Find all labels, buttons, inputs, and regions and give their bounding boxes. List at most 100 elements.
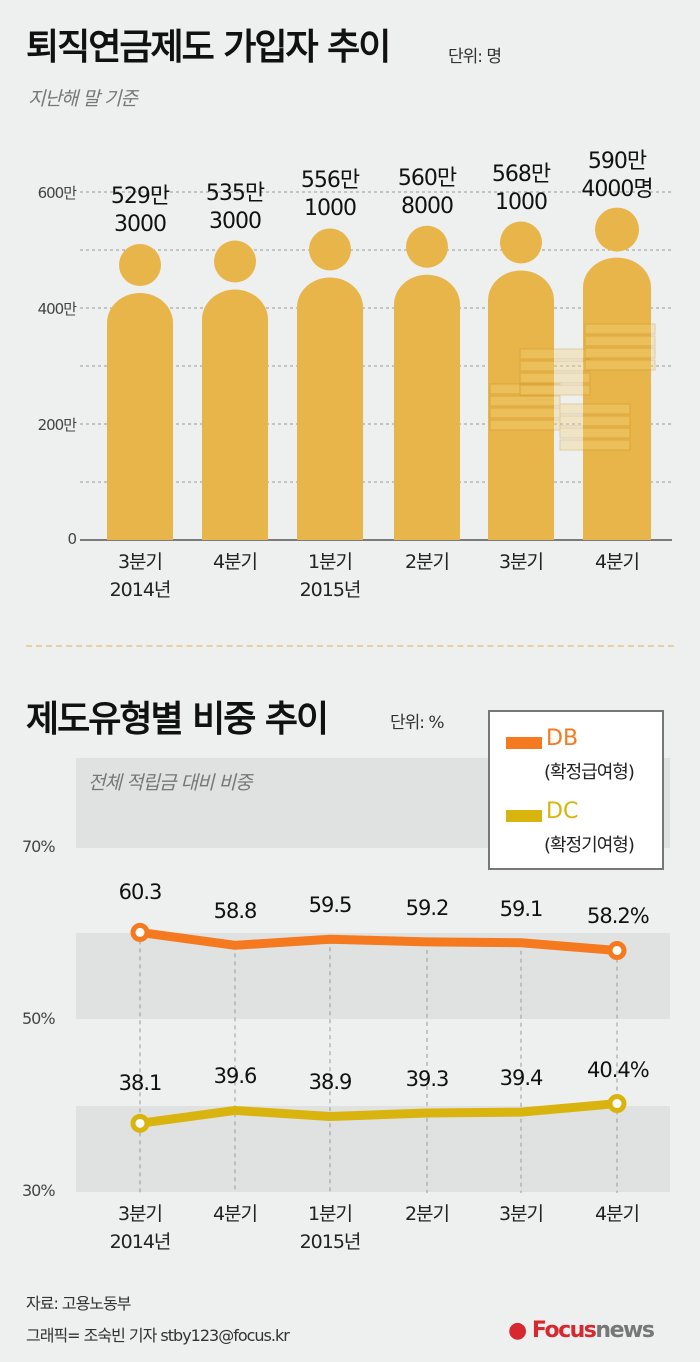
chart2-subtitle: 전체 적립금 대비 비중	[88, 772, 252, 794]
x-label-quarter: 2분기	[404, 1203, 450, 1225]
person-bar	[297, 228, 363, 540]
legend-dc-label: DC	[546, 799, 579, 824]
person-head	[406, 225, 448, 268]
legend-db-label: DB	[546, 726, 579, 751]
endpoint-marker	[130, 1113, 150, 1133]
person-bar	[107, 244, 173, 540]
money-bill	[584, 347, 656, 359]
person-head	[500, 221, 542, 264]
x-label-year: 2014년	[109, 579, 172, 601]
y-tick-label: 0	[67, 530, 77, 548]
money-bill	[559, 439, 631, 451]
value-label-sub: 1000	[495, 189, 548, 215]
money-bill	[559, 427, 631, 439]
x-label-quarter: 4분기	[594, 1203, 640, 1225]
data-label: 40.4%	[587, 1057, 650, 1082]
person-head	[309, 228, 351, 271]
money-bill	[519, 348, 591, 360]
money-stack-icon	[489, 323, 656, 451]
y-tick-label: 400만	[37, 300, 77, 318]
value-label-main: 529만	[110, 184, 170, 209]
y-tick-label: 600만	[37, 184, 77, 202]
y-tick-label: 30%	[22, 1181, 56, 1200]
money-bill	[584, 323, 656, 335]
person-bar	[488, 221, 554, 540]
money-bill	[489, 419, 561, 431]
credit-text: 그래픽= 조숙빈 기자 stby123@focus.kr	[26, 1326, 290, 1345]
money-bill	[584, 335, 656, 347]
legend-db-desc: (확정급여형)	[544, 762, 635, 783]
value-label-sub: 3000	[114, 212, 167, 237]
x-label-quarter: 1분기	[307, 1203, 353, 1225]
x-label-quarter: 4분기	[212, 1203, 258, 1225]
y-tick-label: 50%	[22, 1009, 56, 1028]
person-body	[394, 274, 460, 540]
y-tick-label: 200만	[37, 416, 77, 434]
series-line-dc	[135, 1099, 622, 1128]
value-label-main: 535만	[205, 180, 265, 206]
chart1-subtitle: 지난해 말 기준	[28, 88, 138, 110]
data-label: 38.1	[118, 1071, 163, 1096]
person-body	[107, 293, 173, 540]
data-label: 39.3	[405, 1067, 450, 1092]
endpoint-marker	[130, 922, 150, 942]
person-body	[583, 257, 651, 540]
person-bar	[583, 207, 651, 540]
value-label-main: 568만	[491, 161, 551, 187]
person-bar	[202, 240, 268, 540]
money-bill	[489, 383, 561, 395]
value-label-main: 590만	[587, 148, 647, 174]
value-label-sub: 4000명	[581, 176, 653, 202]
section-divider	[26, 645, 674, 647]
endpoint-marker	[607, 1094, 627, 1114]
series-line-db	[135, 927, 622, 955]
money-bill	[519, 384, 591, 396]
money-bill	[489, 407, 561, 419]
data-label: 59.2	[405, 895, 450, 920]
money-bill	[519, 360, 591, 372]
data-label: 60.3	[118, 880, 163, 905]
money-bill	[559, 403, 631, 415]
person-body	[297, 277, 363, 540]
x-label-quarter: 3분기	[498, 551, 544, 573]
legend-dc-desc: (확정기여형)	[544, 835, 635, 856]
data-label: 59.5	[308, 893, 353, 918]
member-bar-chart	[80, 191, 672, 541]
person-bar	[394, 225, 460, 540]
value-label-sub: 1000	[304, 196, 357, 222]
x-label-quarter: 3분기	[117, 551, 163, 573]
data-label: 39.4	[499, 1066, 544, 1091]
value-label-sub: 8000	[401, 193, 454, 219]
person-head	[595, 207, 639, 252]
x-label-year: 2014년	[109, 1231, 172, 1253]
source-text: 자료: 고용노동부	[26, 1294, 132, 1313]
x-label-quarter: 3분기	[117, 1203, 163, 1225]
focus-news-logo: ● Focusnews	[508, 1318, 655, 1343]
share-line-chart	[130, 922, 627, 1193]
chart1-title: 퇴직연금제도 가입자 추이	[26, 27, 391, 68]
chart1-unit: 단위: 명	[448, 47, 502, 67]
x-label-quarter: 2분기	[404, 551, 450, 573]
legend-db-swatch	[506, 737, 542, 749]
data-label: 59.1	[499, 896, 544, 921]
x-label-quarter: 4분기	[594, 551, 640, 573]
legend: DB (확정급여형) DC (확정기여형)	[488, 710, 664, 870]
value-label-sub: 3000	[209, 208, 262, 234]
person-body	[202, 289, 268, 540]
money-bill	[519, 372, 591, 384]
money-bill	[489, 395, 561, 407]
money-bill	[559, 415, 631, 427]
y-tick-label: 70%	[22, 837, 56, 856]
chart2-title: 제도유형별 비중 추이	[26, 699, 329, 740]
money-bill	[584, 359, 656, 371]
legend-dc-swatch	[506, 810, 542, 822]
x-label-year: 2015년	[299, 579, 362, 601]
value-label-main: 560만	[397, 165, 457, 191]
data-label: 58.2%	[587, 904, 650, 929]
x-label-quarter: 1분기	[307, 551, 353, 573]
data-label: 39.6	[213, 1064, 258, 1089]
data-label: 38.9	[308, 1070, 353, 1095]
endpoint-marker	[607, 940, 627, 960]
person-head	[214, 240, 256, 283]
chart2-unit: 단위: %	[390, 713, 445, 733]
